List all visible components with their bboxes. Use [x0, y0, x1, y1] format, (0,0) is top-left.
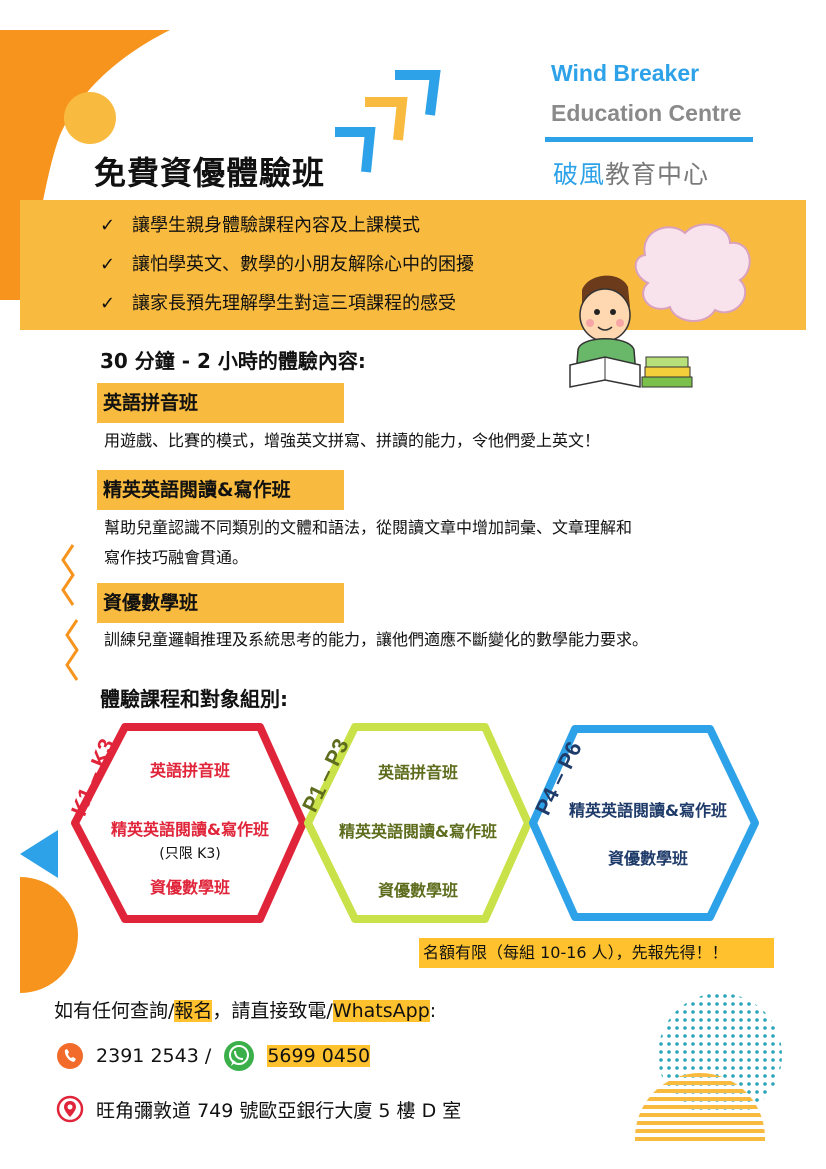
check-icon: ✓ [100, 293, 116, 314]
course-desc-phonics: 用遊戲、比賽的模式，增強英文拼寫、拼讀的能力，令他們愛上英文！ [104, 431, 601, 450]
left-orange-semicircle [20, 877, 78, 993]
benefit-item: ✓ 讓怕學英文、數學的小朋友解除心中的困擾 [100, 254, 474, 275]
benefits-list: ✓ 讓學生親身體驗課程內容及上課模式 ✓ 讓怕學英文、數學的小朋友解除心中的困擾 ✓… [100, 211, 474, 328]
course-title-reading-writing: 精英英語閱讀&寫作班 [97, 470, 344, 510]
dotted-circle-decoration [658, 993, 782, 1117]
p4-p6-course-reading-writing: 精英英語閱讀&寫作班 [569, 801, 727, 820]
contact-prompt: 如有任何查詢/報名，請直接致電/WhatsApp: [54, 1000, 437, 1022]
p1-p3-course-math: 資優數學班 [377, 881, 458, 900]
k1-k3-course-math: 資優數學班 [149, 878, 230, 897]
k1-k3-course-phonics: 英語拼音班 [149, 761, 230, 780]
address-text: 旺角彌敦道 749 號歐亞銀行大廈 5 樓 D 室 [96, 1099, 462, 1122]
arrows-decoration [335, 70, 441, 173]
phone-number[interactable]: 2391 2543 / [96, 1045, 212, 1067]
phone-icon [57, 1043, 83, 1069]
benefit-item: ✓ 讓家長預先理解學生對這三項課程的感受 [100, 293, 456, 314]
whatsapp-number[interactable]: 5699 0450 [267, 1045, 371, 1067]
brand-name-zh-highlight: 破風 [553, 160, 606, 189]
boy-reading-illustration [569, 223, 751, 388]
brand-name-en-line2: Education Centre [551, 100, 742, 126]
p4-p6-course-math: 資優數學班 [607, 849, 688, 868]
k1-k3-course-note: (只限 K3) [159, 846, 221, 862]
quota-notice: 名額有限（每組 10-16 人），先報先得！！ [419, 938, 774, 968]
brand-name-en-line1: Wind Breaker [551, 60, 700, 86]
address-row: 旺角彌敦道 749 號歐亞銀行大廈 5 樓 D 室 [56, 1095, 461, 1123]
brand-divider [545, 137, 753, 142]
whatsapp-icon [224, 1041, 255, 1071]
location-pin-icon [56, 1095, 84, 1123]
benefit-item: ✓ 讓學生親身體驗課程內容及上課模式 [100, 215, 420, 236]
brand-name-zh-rest: 教育中心 [605, 160, 710, 189]
course-title-math: 資優數學班 [97, 583, 344, 623]
top-left-orange-swoosh [0, 30, 170, 300]
course-title-phonics: 英語拼音班 [97, 383, 344, 423]
brand-name-zh: 破風教育中心 [553, 155, 709, 191]
zigzag-decoration [61, 544, 79, 681]
p1-p3-course-reading-writing: 精英英語閱讀&寫作班 [339, 822, 497, 841]
check-icon: ✓ [100, 215, 116, 236]
striped-semicircle-decoration [635, 1073, 765, 1141]
course-desc-math: 訓練兒童邏輯推理及系統思考的能力，讓他們適應不斷變化的數學能力要求。 [104, 630, 649, 649]
k1-k3-course-reading-writing: 精英英語閱讀&寫作班 [111, 820, 269, 839]
check-icon: ✓ [100, 254, 116, 275]
groups-heading: 體驗課程和對象組別: [100, 687, 288, 711]
duration-heading: 30 分鐘 - 2 小時的體驗內容: [100, 349, 366, 373]
page-title: 免費資優體驗班 [94, 154, 326, 192]
course-desc-reading-writing: 幫助兒童認識不同類別的文體和語法，從閱讀文章中增加詞彙、文章理解和 寫作技巧融會… [104, 518, 633, 567]
left-blue-triangle [20, 830, 58, 878]
phone-row: 2391 2543 / 5699 0450 [56, 1040, 371, 1072]
p1-p3-course-phonics: 英語拼音班 [377, 763, 458, 782]
